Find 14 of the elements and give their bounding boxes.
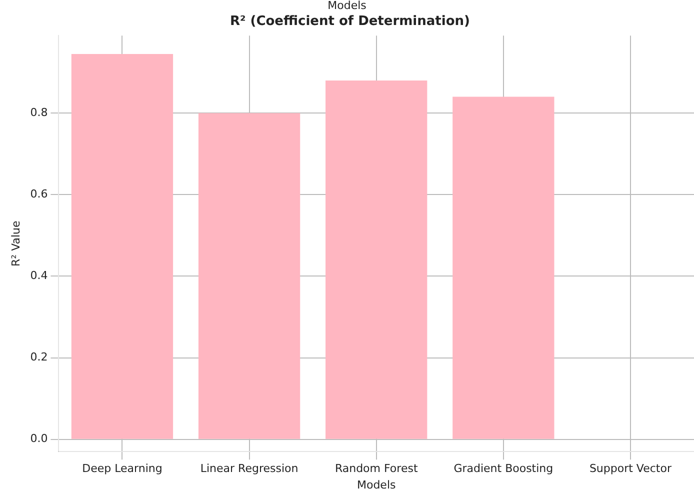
y-tick-label: 0.8: [30, 106, 48, 119]
x-tick-label: Linear Regression: [200, 462, 298, 476]
chart-title: R² (Coefficient of Determination): [230, 14, 470, 30]
y-tick-label: 0.6: [30, 188, 48, 201]
x-tick-label: Support Vector: [589, 462, 672, 476]
x-tick-label: Random Forest: [334, 462, 418, 476]
x-axis-title: Models: [356, 478, 396, 492]
y-tick-label: 0.2: [30, 350, 48, 364]
text: Models: [326, 0, 368, 12]
x-tick-label: Deep Learning: [82, 462, 162, 476]
y-axis-title: R² Value: [9, 220, 22, 266]
y-tick-label: 0.0: [30, 432, 48, 446]
x-tick-label: Gradient Boosting: [454, 462, 554, 476]
y-tick-label: 0.4: [30, 269, 48, 282]
